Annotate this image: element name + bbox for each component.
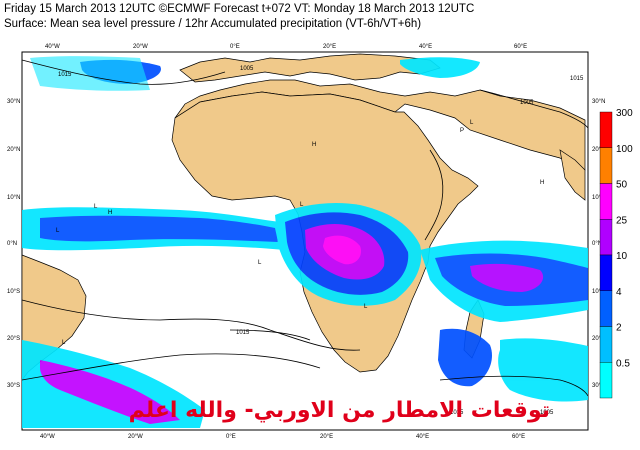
india-landmass	[559, 149, 586, 201]
legend-label: 100	[616, 144, 633, 155]
tick-right: 20°S	[592, 336, 605, 342]
legend-label: 10	[616, 251, 628, 262]
axis-labels: 40°W 20°W 0°E 20°E 40°E 60°E 40°W 20°W 0…	[7, 44, 605, 440]
precip-indian-peak	[470, 263, 544, 292]
tick-left: 30°N	[7, 99, 20, 105]
precip-south-indian	[498, 338, 588, 402]
tick-top: 40°E	[419, 44, 432, 50]
isobar-label: 1015	[58, 72, 72, 78]
precip-europe	[400, 57, 480, 78]
tick-right: 10°S	[592, 289, 605, 295]
pressure-center-low: L	[300, 202, 304, 208]
tick-top: 20°E	[323, 44, 336, 50]
legend-label: 50	[616, 180, 628, 191]
legend-swatch	[599, 111, 613, 148]
precip-north-atlantic-light	[30, 56, 150, 91]
legend-label: 300	[616, 108, 633, 119]
precip-legend: 300 100 50 25 10 4 2 0.5	[599, 108, 633, 399]
tick-bottom: 40°E	[416, 434, 429, 440]
precip-layer	[22, 56, 588, 428]
legend-swatch	[599, 183, 613, 220]
pressure-center-low: L	[62, 340, 66, 346]
isobar-label: 1005	[520, 100, 534, 106]
isobar-line	[21, 59, 226, 85]
pressure-center-label: P	[460, 128, 464, 134]
legend-swatch	[599, 254, 613, 291]
isobar-labels: 1015 1005 1005 1015 1015 1015 1005	[58, 66, 584, 416]
precip-band-atlantic-core	[40, 215, 278, 242]
pressure-center-low: L	[364, 304, 368, 310]
tick-right: 30°N	[592, 99, 605, 105]
legend-label: 25	[616, 215, 628, 226]
tick-right: 10°N	[592, 195, 605, 201]
tick-top: 20°W	[133, 44, 148, 50]
isobar-line	[439, 375, 589, 397]
isobar-label: 1015	[236, 330, 250, 336]
legend-label: 2	[616, 323, 622, 334]
tick-left: 20°N	[7, 147, 20, 153]
isobar-line	[479, 89, 589, 129]
pressure-center-high: H	[108, 210, 112, 216]
tick-top: 60°E	[514, 44, 527, 50]
map-title: Friday 15 March 2013 12UTC ©ECMWF Foreca…	[4, 3, 475, 15]
pressure-center-low: L	[94, 204, 98, 210]
tick-top: 0°E	[230, 44, 240, 50]
isobar-layer	[21, 59, 589, 397]
tick-bottom: 20°E	[320, 434, 333, 440]
legend-swatch	[599, 147, 613, 184]
precip-congo-peak	[323, 235, 362, 265]
isobar-line	[21, 299, 361, 351]
tick-left: 10°N	[7, 195, 20, 201]
pressure-center-high: H	[540, 180, 544, 186]
pressure-center-low: L	[258, 260, 262, 266]
tick-left: 30°S	[7, 383, 20, 389]
isobar-label: 1005	[240, 66, 254, 72]
tick-left: 0°N	[7, 241, 17, 247]
precip-south-atlantic-core	[40, 360, 180, 424]
tick-bottom: 40°W	[40, 434, 55, 440]
arabic-watermark: توقعات الامطار من الاوربي- والله اعلم	[128, 398, 550, 423]
pressure-center-low: L	[56, 228, 60, 234]
legend-swatch	[599, 362, 613, 399]
legend-swatch	[599, 326, 613, 363]
tick-left: 10°S	[7, 289, 20, 295]
isobar-label: 1015	[570, 76, 584, 82]
isobar-line	[229, 329, 311, 341]
tick-bottom: 60°E	[512, 434, 525, 440]
pressure-center-low: L	[470, 120, 474, 126]
isobar-label: 1005	[540, 410, 554, 416]
tick-right: 30°S	[592, 383, 605, 389]
tick-bottom: 0°E	[226, 434, 236, 440]
pressure-centers: L L L L H H L H L L P	[56, 120, 544, 346]
tick-right: 20°N	[592, 147, 605, 153]
tick-right: 0°N	[592, 241, 602, 247]
isobar-label: 1015	[450, 410, 464, 416]
legend-swatch	[599, 290, 613, 327]
map-subtitle: Surface: Mean sea level pressure / 12hr …	[4, 18, 422, 30]
tick-top: 40°W	[45, 44, 60, 50]
legend-label: 4	[616, 287, 622, 298]
legend-swatch	[599, 219, 613, 256]
tick-left: 20°S	[7, 336, 20, 342]
isobar-line	[21, 353, 321, 381]
pressure-center-high: H	[312, 142, 316, 148]
precip-mozambique	[438, 328, 492, 387]
tick-bottom: 20°W	[128, 434, 143, 440]
isobar-line	[424, 149, 444, 241]
legend-label: 0.5	[616, 358, 630, 369]
